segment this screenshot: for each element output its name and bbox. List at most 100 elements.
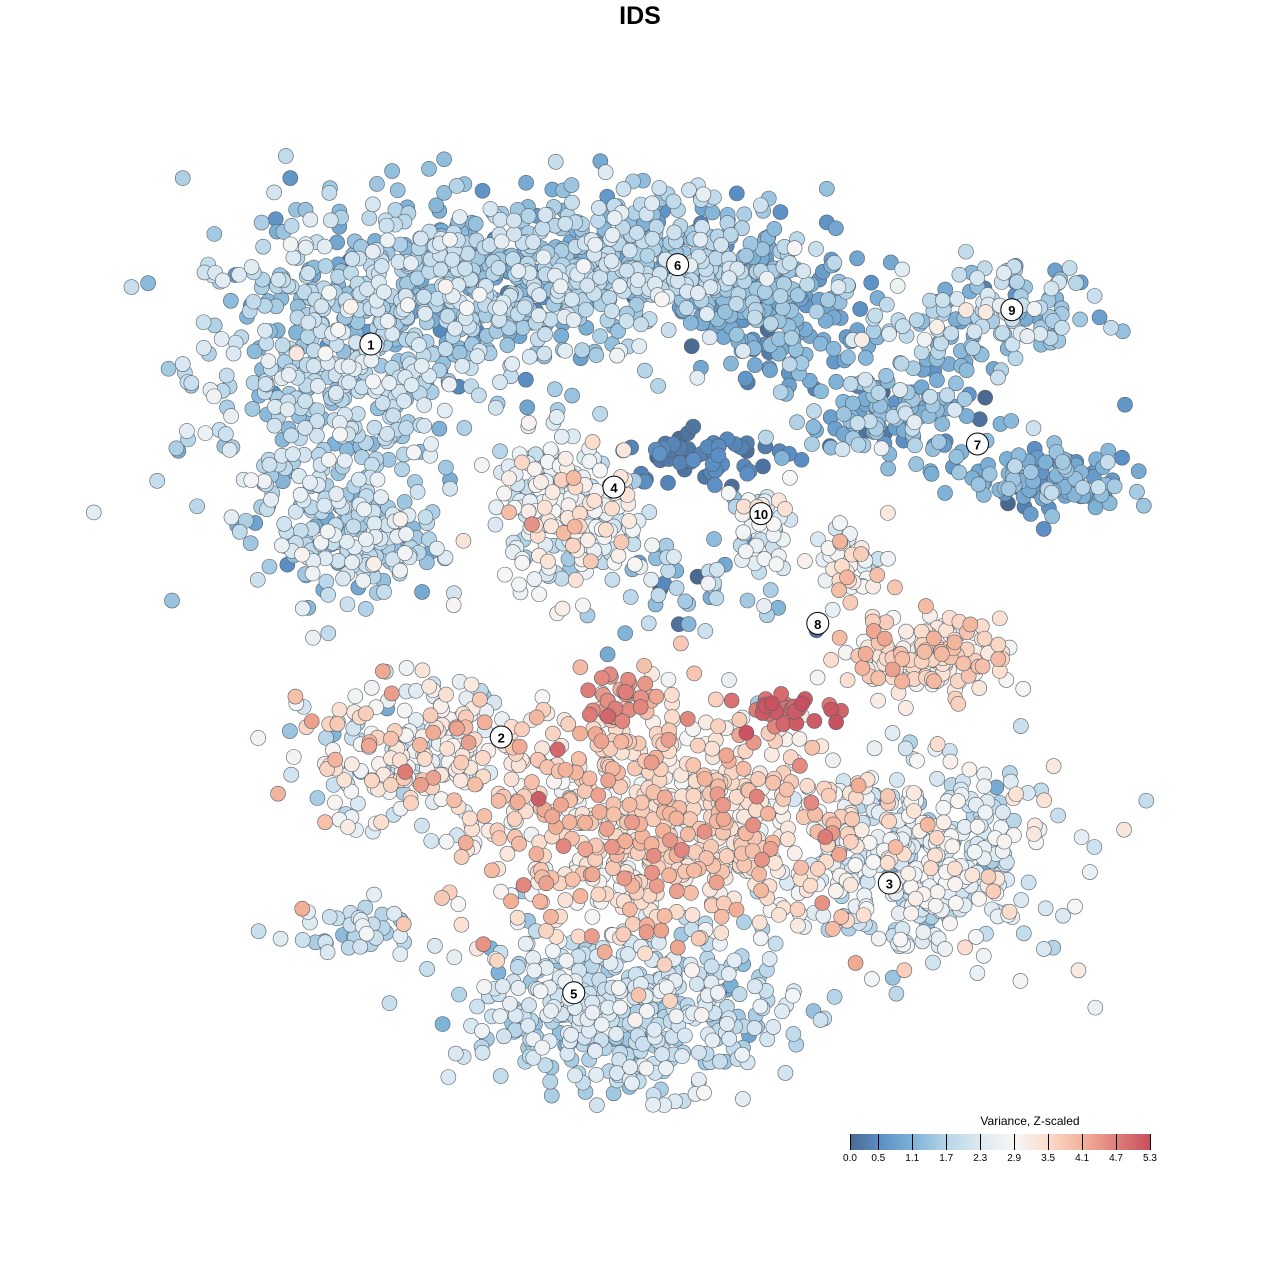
cluster-label-3: 3 [877, 871, 901, 895]
data-point [870, 692, 886, 709]
data-point [765, 1019, 782, 1035]
data-point [356, 501, 372, 518]
data-point [1129, 483, 1145, 500]
data-point [645, 847, 662, 864]
data-point [1043, 280, 1060, 297]
data-point [493, 233, 510, 250]
data-point [436, 402, 453, 419]
data-point [396, 494, 413, 510]
data-point [916, 644, 933, 660]
data-point [475, 750, 491, 766]
data-point [419, 961, 435, 977]
data-point [612, 999, 628, 1016]
data-point [610, 980, 627, 996]
data-point [611, 278, 628, 294]
data-point [304, 565, 321, 582]
data-point [1055, 907, 1071, 924]
data-point [696, 771, 713, 787]
data-point [174, 356, 191, 372]
data-point [761, 951, 778, 967]
data-point [452, 209, 468, 225]
data-point [303, 713, 320, 730]
data-point [321, 185, 338, 201]
data-point [565, 312, 582, 328]
data-point [736, 914, 752, 930]
data-point [242, 535, 259, 552]
data-point [985, 883, 1002, 900]
data-point [618, 684, 634, 700]
data-point [257, 376, 274, 392]
data-point [695, 186, 712, 203]
data-point [436, 151, 452, 168]
data-point [316, 497, 333, 514]
data-point [557, 761, 574, 778]
data-point [272, 930, 289, 947]
data-point [849, 415, 866, 431]
data-point [969, 818, 986, 835]
data-point [651, 445, 668, 462]
data-point [820, 292, 836, 308]
data-point [752, 998, 769, 1015]
data-point [282, 236, 299, 253]
data-point [735, 1091, 751, 1107]
data-point [515, 877, 532, 893]
data-point [456, 420, 473, 436]
data-point [558, 952, 575, 969]
data-point [785, 1026, 802, 1042]
data-point [509, 909, 526, 926]
data-point [756, 598, 772, 614]
data-point [746, 1020, 763, 1036]
data-point [857, 646, 874, 662]
data-point [1037, 454, 1054, 471]
data-point [834, 441, 851, 458]
data-point [946, 402, 963, 418]
data-point [739, 592, 756, 609]
data-point [436, 185, 452, 201]
data-point [591, 200, 607, 216]
data-point [412, 737, 428, 753]
data-point [664, 687, 680, 703]
data-point [575, 597, 591, 614]
data-point [510, 263, 527, 279]
data-point [906, 785, 922, 801]
data-point [416, 751, 433, 767]
data-point [673, 842, 690, 858]
data-point [474, 182, 491, 199]
data-point [213, 331, 230, 347]
data-point [692, 231, 709, 248]
data-point [908, 456, 924, 472]
data-point [549, 741, 566, 758]
data-point [873, 440, 890, 457]
data-point [442, 480, 458, 497]
data-point [763, 746, 780, 763]
data-point [808, 241, 824, 257]
data-point [971, 411, 988, 428]
data-point [553, 328, 570, 344]
data-point [501, 470, 517, 487]
data-point [664, 709, 680, 725]
data-point [1000, 481, 1017, 497]
data-point [582, 706, 598, 723]
data-point [717, 304, 733, 320]
data-point [510, 980, 527, 996]
data-point [728, 296, 745, 312]
data-point [287, 688, 304, 705]
cluster-label-4: 4 [602, 475, 626, 499]
data-point [677, 593, 694, 610]
data-point [927, 897, 944, 914]
data-point [554, 600, 571, 617]
data-point [490, 260, 507, 276]
data-point [499, 845, 516, 862]
data-point [492, 1008, 508, 1024]
data-point [441, 376, 458, 393]
data-point [469, 998, 485, 1015]
data-point [767, 935, 784, 952]
chart-title: IDS [619, 2, 661, 30]
data-point [394, 461, 410, 478]
colorbar [850, 1134, 1150, 1150]
data-point [790, 917, 806, 934]
data-point [609, 347, 625, 364]
data-point [454, 357, 471, 374]
data-point [736, 206, 753, 223]
